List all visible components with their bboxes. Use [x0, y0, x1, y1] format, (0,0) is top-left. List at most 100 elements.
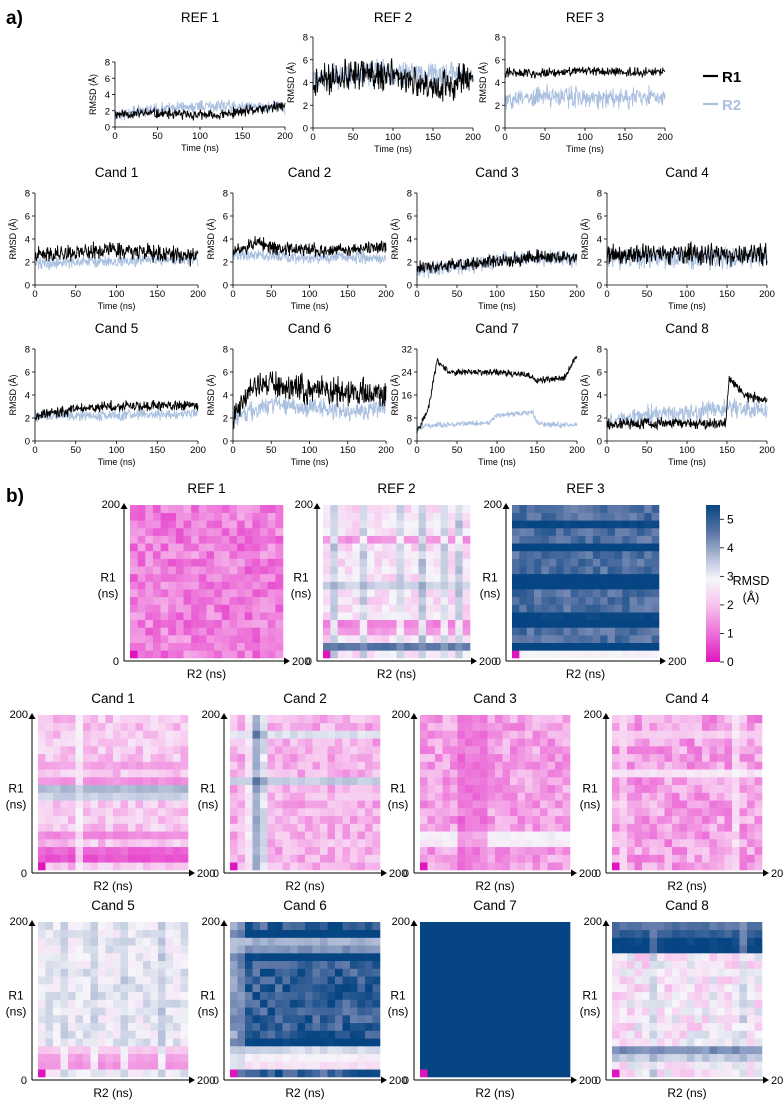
y-tick-label: 4 [597, 235, 602, 246]
heatmap-cell [75, 1007, 84, 1016]
heatmap-cell [502, 784, 511, 793]
heatmap-cell [229, 527, 238, 536]
heatmap-cell [614, 604, 623, 613]
heatmap-cell [128, 862, 136, 871]
heatmap-cell [480, 854, 488, 863]
heatmap-cell [495, 839, 503, 848]
heatmap-cell [540, 1022, 548, 1031]
heatmap-cell [612, 1069, 620, 1078]
heatmap-cell [510, 792, 518, 801]
heatmap-cell [411, 627, 419, 636]
heatmap-cell [183, 581, 192, 590]
heatmap-cell [622, 505, 630, 513]
heatmap-cell [372, 738, 381, 747]
heatmap-cell [495, 862, 503, 871]
heatmap-cell [450, 746, 458, 755]
heatmap-cell [135, 831, 144, 840]
x-axis-label: Time (ns) [668, 457, 706, 467]
heatmap-cell [502, 738, 511, 747]
heatmap-cell [237, 520, 246, 529]
heatmap-cell [472, 960, 481, 969]
heatmap-cell [502, 999, 511, 1008]
heatmap-cell [290, 862, 298, 871]
heatmap-cell [570, 505, 579, 513]
heatmap-cell [60, 715, 69, 724]
heatmap-cell [297, 1046, 306, 1055]
heatmap-cell [619, 922, 628, 931]
heatmap-cell [252, 929, 261, 938]
heatmap-cell [435, 991, 443, 1000]
x-axis-label: R2 (ns) [285, 879, 324, 893]
heatmap-cell [381, 596, 390, 605]
heatmap-cell [335, 937, 343, 946]
heatmap-cell [312, 862, 321, 871]
heatmap-cell [455, 573, 463, 582]
heatmap-cell [38, 984, 46, 993]
heatmap-cell [517, 800, 526, 809]
heatmap-cell [612, 1022, 620, 1031]
heatmap-cell [679, 738, 688, 747]
heatmap-cell [381, 573, 390, 582]
heatmap-cell [374, 589, 383, 598]
y-tick-label: 8 [25, 345, 30, 356]
heatmap-cell [320, 753, 328, 762]
heatmap-cell [245, 1046, 253, 1055]
heatmap-cell [230, 1046, 238, 1055]
heatmap-cell [381, 520, 390, 529]
heatmap-cell [267, 535, 276, 544]
heatmap-cell [555, 1061, 563, 1070]
heatmap-cell [335, 1061, 343, 1070]
heatmap-cell [60, 1069, 69, 1078]
heatmap-cell [642, 929, 650, 938]
heatmap-cell [90, 991, 99, 1000]
heatmap-cell [267, 650, 276, 659]
heatmap-cell [457, 800, 466, 809]
heatmap-cell [145, 650, 154, 659]
heatmap-cell [427, 1007, 436, 1016]
heatmap-cell [510, 722, 518, 731]
heatmap-cell [237, 753, 246, 762]
heatmap-cell [672, 800, 680, 809]
heatmap-cell [450, 1046, 458, 1055]
heatmap-cell [747, 1053, 755, 1062]
heatmap-cell [145, 627, 154, 636]
heatmap-cell [532, 800, 541, 809]
y-tick-label: 8 [597, 345, 602, 356]
heatmap-cell [702, 862, 710, 871]
heatmap-cell [495, 784, 503, 793]
heatmap-cell [540, 854, 548, 863]
heatmap-cell [221, 604, 230, 613]
heatmap-cell [365, 937, 373, 946]
heatmap-cell [260, 520, 268, 529]
heatmap-cell [245, 922, 253, 931]
heatmap-cell [165, 953, 174, 962]
series-r1 [606, 375, 768, 431]
heatmap-cell [450, 730, 458, 739]
heatmap-cell [359, 535, 368, 544]
heatmap-cell [754, 1030, 763, 1039]
x-tick-label: 200 [569, 445, 585, 456]
heatmap-cell [440, 627, 449, 636]
heatmap-cell [320, 1022, 328, 1031]
heatmap-cell [335, 976, 343, 985]
heatmap-cell [60, 1015, 69, 1024]
heatmap-cell [724, 784, 733, 793]
y-max-label: 200 [392, 709, 410, 721]
heatmap-cell [335, 1069, 343, 1078]
heatmap-cell [120, 808, 129, 817]
heatmap-cell [717, 769, 725, 778]
heatmap-cell [510, 730, 518, 739]
heatmap-cell [517, 937, 526, 946]
y-max-label: 200 [102, 499, 120, 511]
heatmap-cell [433, 642, 441, 651]
heatmap-cell [128, 823, 136, 832]
heatmap-cell [487, 800, 496, 809]
heatmap-cell [634, 854, 643, 863]
heatmap-cell [672, 991, 680, 1000]
heatmap-cell [447, 520, 456, 529]
heatmap-cell [337, 527, 346, 536]
heatmap-cell [221, 635, 230, 643]
heatmap-cell [450, 823, 458, 832]
heatmap-cell [160, 650, 169, 659]
